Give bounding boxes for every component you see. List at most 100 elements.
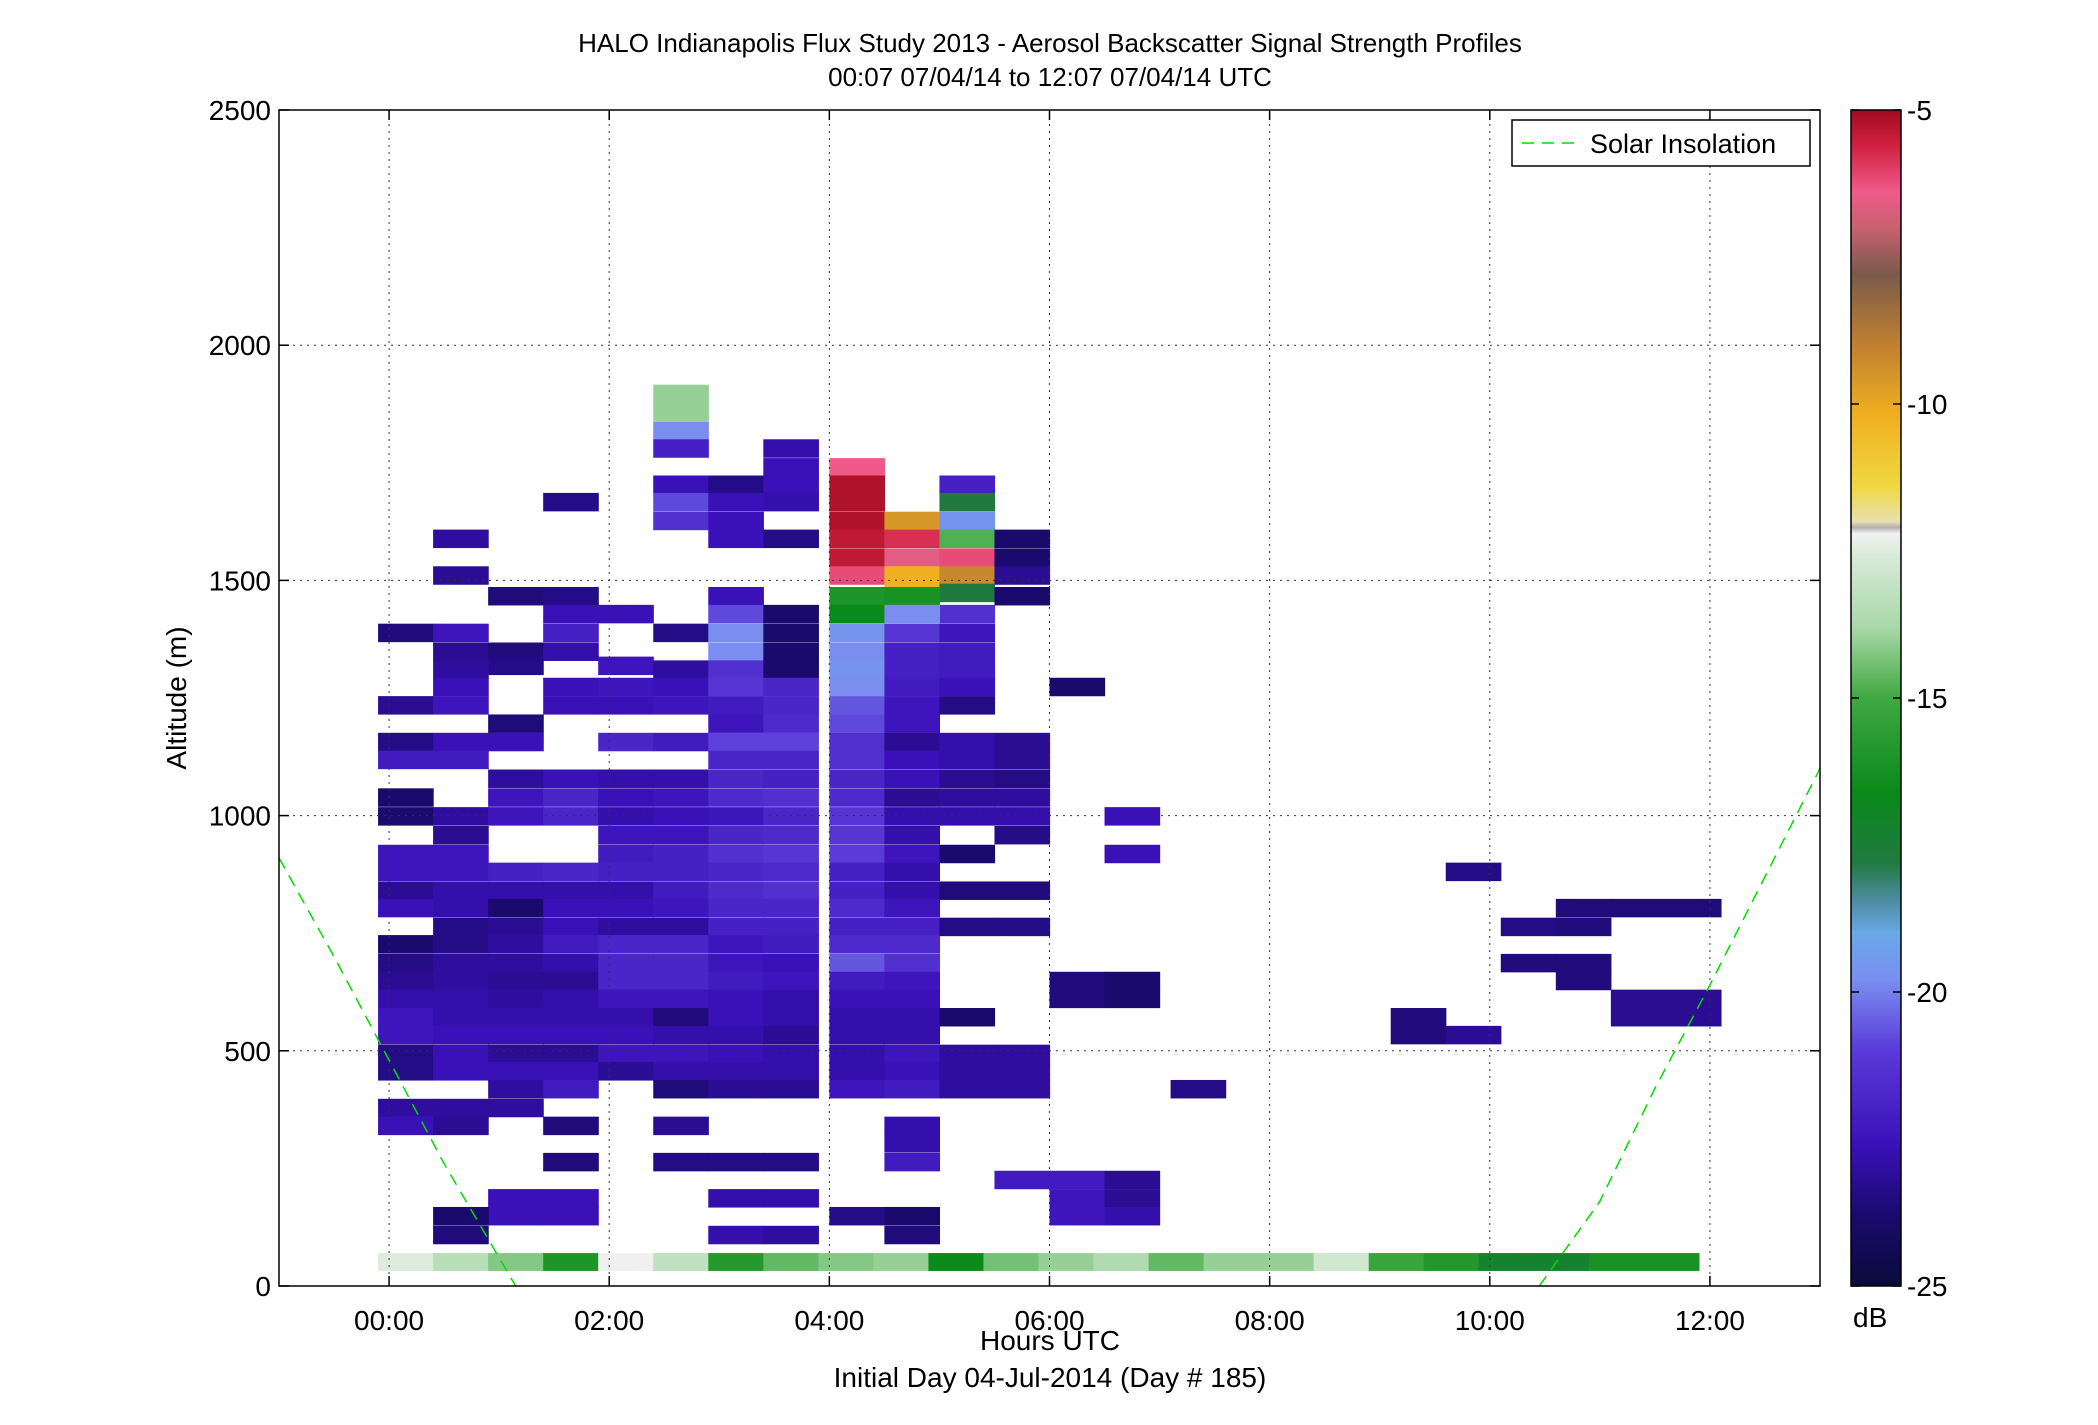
heatmap-cell (829, 917, 885, 937)
heatmap-cell (708, 604, 764, 624)
chart-title: HALO Indianapolis Flux Study 2013 - Aero… (578, 28, 1522, 58)
heatmap-cell (653, 971, 709, 991)
y-axis-ticks: 0 500 1000 1500 2000 2500 (209, 95, 1820, 1302)
heatmap-cell (708, 1152, 764, 1172)
heatmap-cell (653, 935, 709, 954)
heatmap-cell (1049, 1206, 1106, 1226)
heatmap-cell (884, 660, 941, 679)
heatmap-cell (1610, 1007, 1667, 1027)
heatmap-cell (829, 769, 885, 788)
heatmap-cell (653, 1116, 709, 1136)
heatmap-cell (543, 1062, 599, 1081)
heatmap-cell (829, 696, 885, 715)
heatmap-cell (829, 1062, 885, 1081)
heatmap-cell (433, 935, 489, 954)
heatmap-cell (829, 953, 885, 973)
heatmap-cell (763, 788, 819, 807)
heatmap-cell (939, 529, 996, 549)
heatmap-cell (1500, 917, 1557, 937)
heatmap-cell (994, 1079, 1051, 1099)
heatmap-cell (708, 935, 764, 954)
heatmap-cell (829, 604, 885, 624)
heatmap-cell (1555, 898, 1612, 918)
heatmap-cell (708, 1079, 764, 1099)
heatmap-cell (708, 1189, 764, 1208)
heatmap-cell (708, 529, 764, 549)
heatmap-cell (543, 862, 599, 882)
heatmap-cell (829, 881, 885, 900)
heatmap-cell (884, 750, 941, 770)
heatmap-cell (829, 642, 885, 661)
heatmap-cell (598, 677, 654, 697)
colorbar-tick-label: -25 (1907, 1271, 1947, 1302)
heatmap-cell (884, 917, 941, 937)
heatmap-cell (598, 971, 654, 991)
heatmap-cell (378, 1098, 434, 1118)
heatmap-cell (488, 714, 544, 733)
heatmap-cell (763, 1079, 819, 1099)
heatmap-cell (433, 660, 489, 679)
heatmap-cell (708, 769, 764, 788)
surface-strip-cell (378, 1253, 434, 1271)
heatmap-cell (653, 439, 709, 458)
heatmap-cell (543, 492, 599, 512)
surface-strip-cell (1368, 1253, 1425, 1271)
heatmap-cell (884, 1044, 941, 1064)
heatmap-cell (763, 1062, 819, 1081)
heatmap-cell (763, 492, 819, 512)
heatmap-cell (653, 677, 709, 697)
heatmap-cell (488, 898, 544, 918)
heatmap-cell (708, 475, 764, 494)
heatmap-cell (829, 750, 885, 770)
heatmap-cell (653, 732, 709, 752)
heatmap-cell (378, 750, 434, 770)
heatmap-cell (939, 1044, 996, 1064)
heatmap-cell (708, 898, 764, 918)
heatmap-cell (1555, 971, 1612, 991)
heatmap-cell (994, 769, 1051, 788)
heatmap-cell (829, 807, 885, 826)
heatmap-cell (488, 1206, 544, 1226)
heatmap-cell (543, 604, 599, 624)
colorbar-gradient (1850, 109, 1902, 1287)
heatmap-cell (994, 732, 1051, 752)
heatmap-cell (884, 1116, 941, 1136)
heatmap-cell (543, 898, 599, 918)
heatmap-cell (543, 1152, 599, 1172)
heatmap-cell (829, 862, 885, 882)
heatmap-cell (488, 953, 544, 973)
heatmap-cell (488, 935, 544, 954)
heatmap-cell (653, 660, 709, 679)
heatmap-cell (488, 971, 544, 991)
heatmap-cell (598, 881, 654, 900)
heatmap-cell (763, 750, 819, 770)
heatmap-cell (543, 1044, 599, 1064)
heatmap-cell (433, 529, 489, 549)
y-tick-label: 0 (255, 1271, 271, 1302)
heatmap-cell (829, 971, 885, 991)
heatmap-cell (884, 566, 941, 585)
heatmap-cell (433, 881, 489, 900)
heatmap-cell (829, 825, 885, 845)
heatmap-cell (598, 989, 654, 1009)
heatmap-cell (1555, 953, 1612, 973)
heatmap-cell (653, 825, 709, 845)
heatmap-cell (763, 953, 819, 973)
surface-strip (378, 1253, 1700, 1271)
heatmap-cells (378, 384, 1722, 1245)
heatmap-cell (543, 971, 599, 991)
series-line-solar-insolation (279, 857, 517, 1286)
heatmap-cell (939, 788, 996, 807)
heatmap-cell (378, 953, 434, 973)
heatmap-cell (1104, 989, 1161, 1009)
surface-strip-cell (818, 1253, 874, 1271)
heatmap-cell (378, 1062, 434, 1081)
heatmap-cell (543, 642, 599, 661)
heatmap-cell (378, 844, 434, 864)
heatmap-cell (488, 732, 544, 752)
heatmap-cell (433, 750, 489, 770)
heatmap-cell (488, 917, 544, 937)
heatmap-cell (763, 1044, 819, 1064)
surface-strip-cell (1038, 1253, 1095, 1271)
heatmap-cell (884, 604, 941, 624)
